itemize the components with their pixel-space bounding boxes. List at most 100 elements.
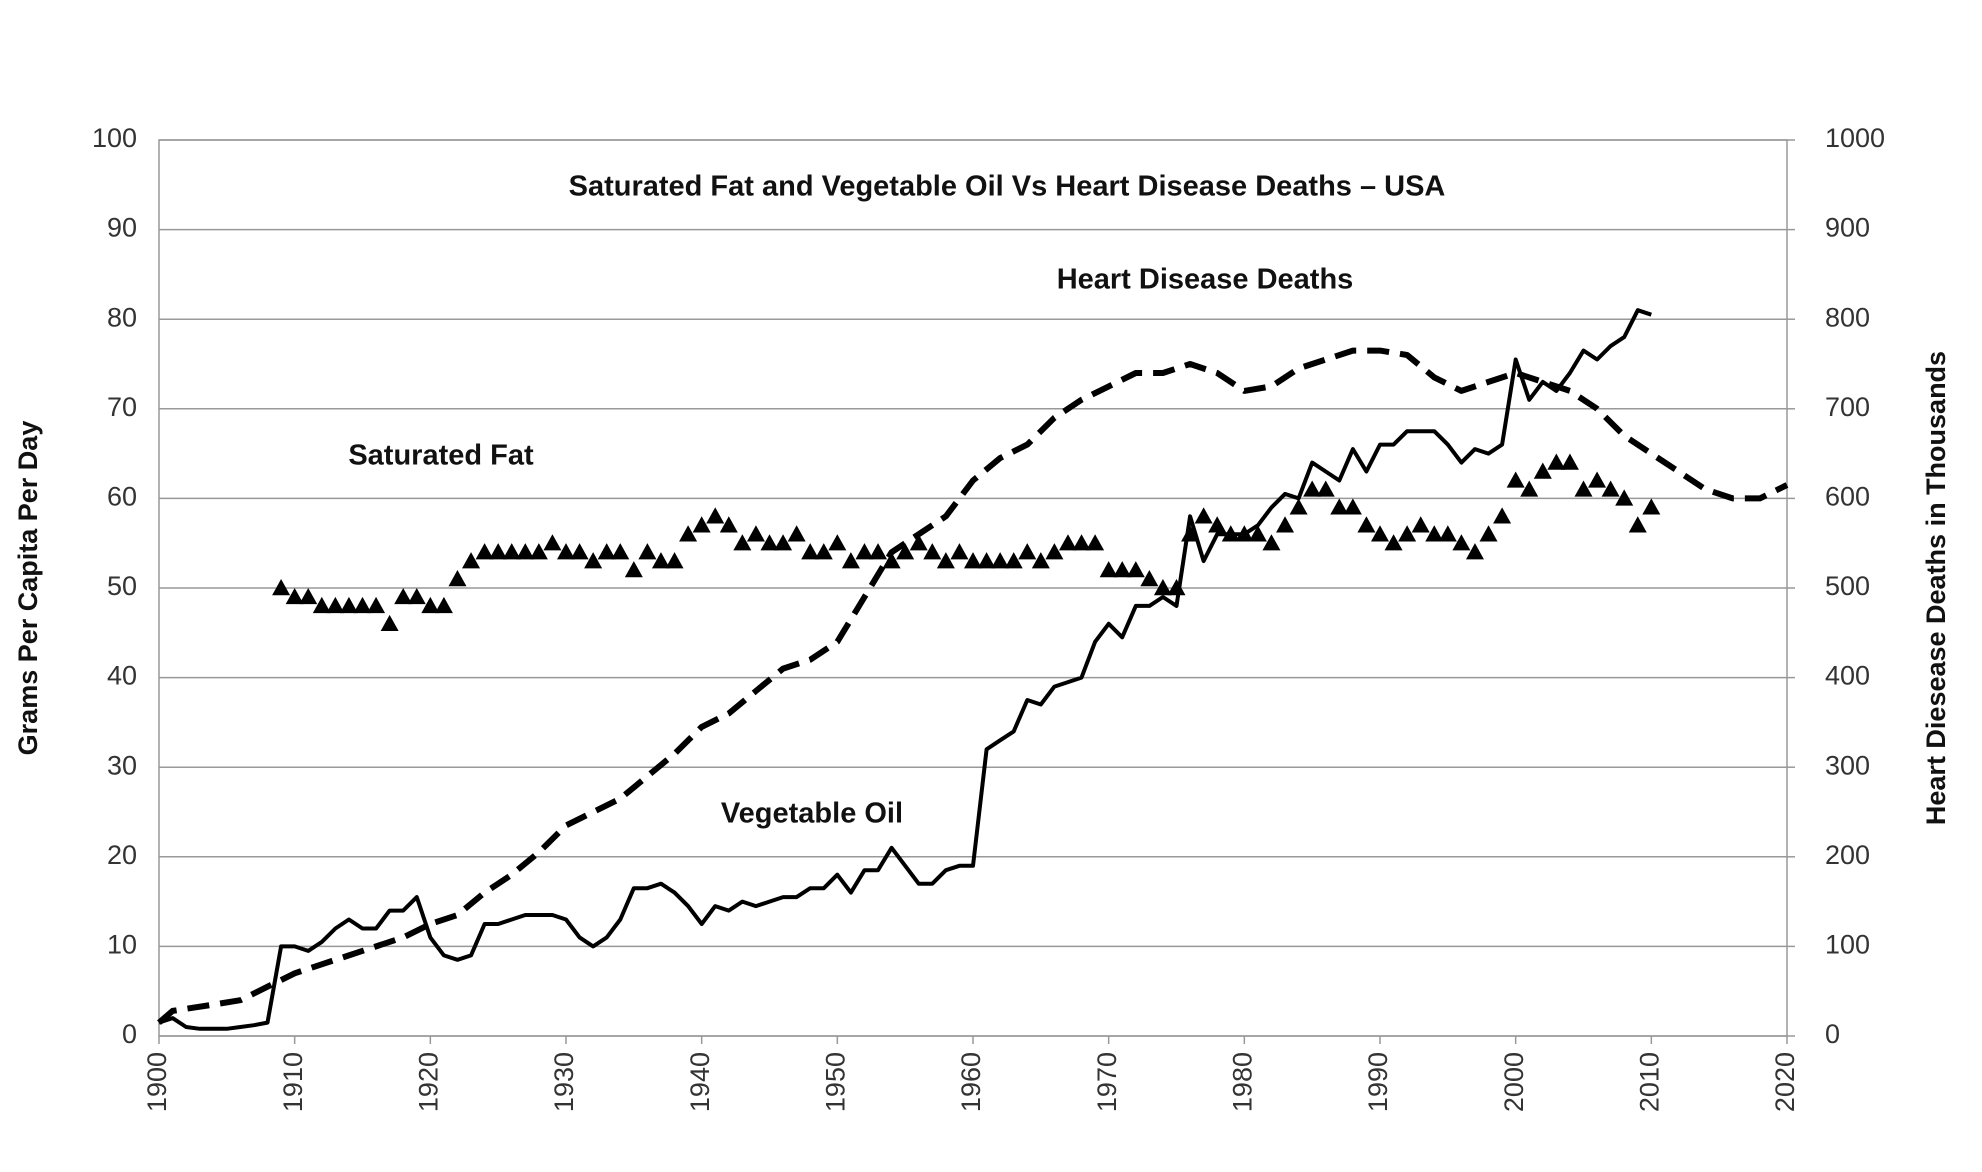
triangle-marker: [462, 552, 481, 569]
triangle-marker: [1588, 471, 1607, 488]
triangle-marker: [855, 543, 874, 560]
y-tick-label: 10: [107, 930, 137, 960]
triangle-marker: [1601, 480, 1620, 497]
triangle-marker: [1560, 453, 1579, 470]
y2-tick-label: 500: [1825, 571, 1870, 601]
triangle-marker: [421, 596, 440, 614]
triangle-marker: [923, 543, 942, 560]
triangle-marker: [353, 596, 372, 614]
y2-tick-label: 300: [1825, 750, 1870, 780]
triangle-marker: [1276, 516, 1295, 533]
triangle-marker: [936, 552, 955, 569]
triangle-marker: [719, 516, 738, 533]
triangle-marker: [557, 543, 575, 560]
triangle-marker: [597, 543, 616, 560]
triangle-marker: [1316, 480, 1335, 497]
triangle-marker: [1153, 579, 1172, 596]
triangle-marker: [434, 596, 453, 614]
triangle-marker: [516, 543, 535, 560]
y-tick-label: 70: [107, 392, 137, 422]
triangle-marker: [651, 552, 670, 569]
triangle-marker: [841, 552, 860, 569]
triangle-marker: [1479, 525, 1498, 542]
y-tick-label: 50: [107, 571, 137, 601]
triangle-marker: [1289, 498, 1308, 515]
triangle-marker: [950, 543, 969, 560]
x-tick-label: 1940: [685, 1052, 715, 1112]
triangle-marker: [1018, 543, 1037, 560]
x-tick-label: 1950: [820, 1052, 850, 1112]
triangle-marker: [909, 534, 928, 551]
series-line: [157, 347, 1789, 1025]
triangle-marker: [272, 579, 291, 596]
triangle-marker: [380, 614, 399, 632]
series-line: [158, 308, 1652, 1031]
y2-axis-label: Heart Diesease Deaths in Thousands: [1921, 351, 1951, 825]
x-tick-label: 1990: [1363, 1052, 1393, 1112]
triangle-marker: [679, 525, 698, 542]
triangle-marker: [1520, 480, 1539, 497]
triangle-marker: [1384, 534, 1403, 551]
triangle-marker: [665, 552, 684, 569]
triangle-marker: [1194, 507, 1213, 524]
triangle-marker: [1058, 534, 1077, 551]
triangle-marker: [787, 525, 806, 542]
y-tick-label: 80: [107, 302, 137, 332]
y2-tick-label: 100: [1825, 930, 1870, 960]
y-tick-label: 30: [107, 750, 137, 780]
x-tick-label: 1910: [278, 1052, 308, 1112]
triangle-marker: [339, 596, 358, 614]
triangle-marker: [896, 543, 915, 560]
triangle-marker: [638, 543, 657, 560]
y-tick-label: 40: [107, 661, 137, 691]
y-tick-label: 100: [92, 123, 137, 153]
triangle-marker: [977, 552, 996, 569]
x-tick-label: 2000: [1499, 1052, 1529, 1112]
triangle-marker: [1072, 534, 1091, 551]
x-tick-label: 1960: [956, 1052, 986, 1112]
triangle-marker: [1113, 561, 1132, 578]
triangle-marker: [774, 534, 793, 551]
triangle-marker: [529, 543, 548, 560]
triangle-marker: [1208, 516, 1227, 533]
triangle-marker: [882, 552, 901, 569]
x-tick-label: 1980: [1227, 1052, 1257, 1112]
triangle-marker: [760, 534, 779, 551]
triangle-marker: [407, 587, 426, 605]
triangle-marker: [828, 534, 847, 551]
triangle-marker: [1248, 525, 1267, 542]
triangle-marker: [746, 525, 765, 542]
chart-title: Saturated Fat and Vegetable Oil Vs Heart…: [569, 171, 1446, 203]
triangle-marker: [326, 596, 345, 614]
triangle-marker: [367, 596, 386, 614]
triangle-marker: [1398, 525, 1417, 542]
y2-tick-label: 0: [1825, 1019, 1840, 1049]
triangle-marker: [801, 543, 820, 560]
y-tick-label: 60: [107, 482, 137, 512]
triangle-marker: [394, 587, 413, 605]
triangle-marker: [584, 552, 603, 569]
triangle-marker: [312, 596, 331, 614]
y2-tick-label: 700: [1825, 392, 1870, 422]
triangle-marker: [1167, 579, 1186, 596]
x-tick-label: 1920: [413, 1052, 443, 1112]
triangle-marker: [1628, 516, 1647, 533]
triangle-marker: [1140, 570, 1159, 587]
annotation: Saturated Fat: [348, 440, 534, 472]
triangle-marker: [1303, 480, 1322, 497]
x-tick-label: 1900: [142, 1052, 172, 1112]
triangle-marker: [299, 587, 318, 605]
y-tick-label: 20: [107, 840, 137, 870]
y2-tick-label: 1000: [1825, 123, 1885, 153]
triangle-marker: [991, 552, 1010, 569]
triangle-marker: [1642, 498, 1661, 515]
triangle-marker: [1615, 489, 1634, 506]
triangle-marker: [1533, 462, 1552, 479]
triangle-marker: [489, 543, 508, 560]
triangle-marker: [624, 561, 643, 578]
triangle-marker: [692, 516, 711, 533]
triangle-marker: [1031, 552, 1050, 569]
triangle-marker: [543, 534, 562, 551]
triangle-marker: [1438, 525, 1457, 542]
